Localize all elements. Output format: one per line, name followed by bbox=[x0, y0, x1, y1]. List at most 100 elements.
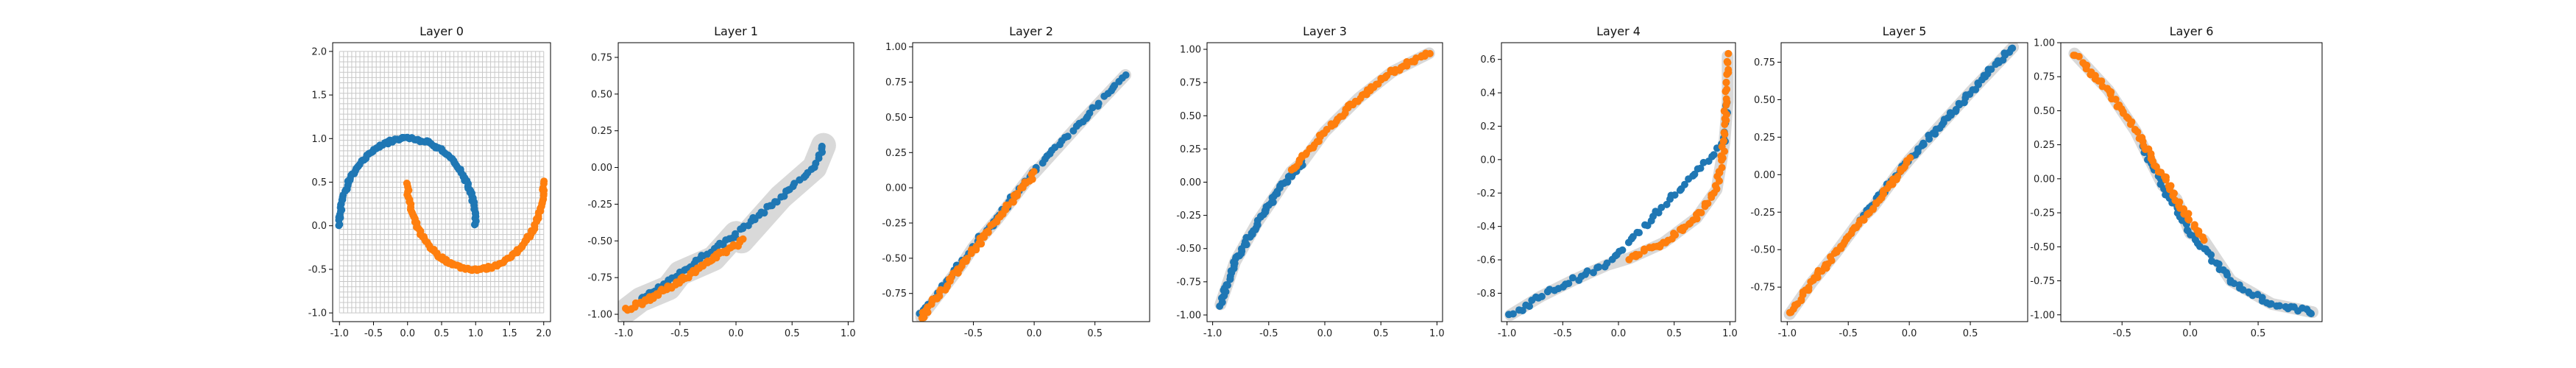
plot-area bbox=[1504, 49, 1734, 321]
series-orange bbox=[622, 235, 747, 314]
y-tick-label: 0.75 bbox=[2034, 72, 2055, 83]
data-point bbox=[1583, 267, 1591, 275]
y-tick-label: -0.5 bbox=[308, 264, 327, 275]
y-tick-label: 2.0 bbox=[311, 46, 327, 57]
data-point bbox=[773, 198, 781, 206]
data-point bbox=[1064, 132, 1072, 141]
x-tick-label: -1.0 bbox=[615, 328, 633, 339]
data-point bbox=[2112, 96, 2120, 103]
y-tick-label: 1.00 bbox=[885, 42, 907, 53]
data-point bbox=[1987, 66, 1995, 74]
y-tick-label: -0.25 bbox=[2030, 208, 2055, 219]
panel-title: Layer 4 bbox=[1596, 24, 1641, 38]
y-tick-label: -1.0 bbox=[308, 308, 327, 319]
data-point bbox=[1681, 180, 1688, 188]
x-tick-label: 0.0 bbox=[1317, 328, 1333, 339]
data-point bbox=[1671, 191, 1679, 199]
y-tick-label: -0.6 bbox=[1477, 255, 1496, 266]
plot-area bbox=[2068, 47, 2319, 319]
panel-title: Layer 3 bbox=[1303, 24, 1347, 38]
data-point bbox=[2162, 176, 2170, 184]
panel-layer-2: -0.5 0.0 0.5 -0.75 -0.50 -0.25 0.00 0.25 0.50 0.7… bbox=[882, 24, 1150, 339]
y-tick-label: -0.75 bbox=[587, 273, 612, 284]
data-point bbox=[2185, 216, 2193, 224]
y-tick-label: -0.8 bbox=[1477, 289, 1496, 300]
y-tick-label: -0.75 bbox=[1750, 283, 1775, 294]
axes-frame bbox=[912, 42, 1150, 322]
data-point bbox=[1724, 49, 1733, 57]
data-point bbox=[739, 235, 747, 243]
data-point bbox=[1718, 163, 1726, 171]
y-tick-label: -0.50 bbox=[1176, 244, 1201, 255]
x-tick-label: -0.5 bbox=[364, 328, 383, 339]
data-point bbox=[1691, 170, 1699, 178]
data-point bbox=[1094, 99, 1103, 107]
y-tick-label: -0.50 bbox=[882, 253, 907, 264]
data-point bbox=[2184, 210, 2193, 218]
x-tick-label: 0.5 bbox=[434, 328, 450, 339]
data-point bbox=[1518, 307, 1526, 314]
y-tick-label: -0.25 bbox=[1750, 208, 1775, 219]
data-point bbox=[1538, 292, 1546, 300]
y-tick-label: 0.50 bbox=[885, 113, 907, 124]
data-point bbox=[1030, 168, 1038, 176]
x-tick-label: -1.0 bbox=[330, 328, 349, 339]
panel-title: Layer 0 bbox=[420, 24, 464, 38]
y-tick-label: -0.25 bbox=[882, 219, 907, 230]
x-tick-label: -0.5 bbox=[1839, 328, 1858, 339]
plot-area bbox=[1783, 43, 2020, 320]
y-tick-label: 0.75 bbox=[885, 77, 907, 88]
data-point bbox=[1696, 164, 1705, 172]
data-point bbox=[2207, 251, 2215, 259]
x-tick-label: 0.5 bbox=[1373, 328, 1389, 339]
y-tick-label: 0.6 bbox=[1480, 54, 1496, 66]
data-point bbox=[2200, 236, 2208, 244]
data-point bbox=[1635, 251, 1643, 259]
panel-title: Layer 6 bbox=[2170, 24, 2214, 38]
panel-layer-6: -0.5 0.0 0.5 -1.00 -0.75 -0.50 -0.25 0.00 0.25 0.… bbox=[2030, 24, 2323, 339]
panel-title: Layer 5 bbox=[1883, 24, 1927, 38]
data-point bbox=[1860, 216, 1868, 224]
x-tick-label: 0.5 bbox=[785, 328, 800, 339]
data-point bbox=[1224, 281, 1231, 289]
data-point bbox=[540, 177, 548, 185]
x-tick-label: -0.5 bbox=[1554, 328, 1572, 339]
data-point bbox=[1671, 231, 1680, 239]
y-tick-label: 0.75 bbox=[1754, 57, 1775, 68]
y-tick-label: -0.2 bbox=[1477, 188, 1496, 199]
axes-frame bbox=[1780, 42, 2028, 322]
x-tick-label: -0.5 bbox=[1259, 328, 1278, 339]
x-tick-label: -1.0 bbox=[1203, 328, 1222, 339]
data-point bbox=[977, 240, 986, 248]
data-point bbox=[1657, 204, 1666, 211]
x-tick-label: 2.0 bbox=[536, 328, 551, 339]
y-tick-label: 0.25 bbox=[1754, 132, 1775, 144]
x-tick-label: 0.5 bbox=[1963, 328, 1978, 339]
series-orange bbox=[1786, 154, 1914, 316]
y-tick-label: 0.75 bbox=[591, 52, 612, 63]
y-tick-label: 0.00 bbox=[1754, 170, 1775, 181]
data-point bbox=[335, 222, 343, 230]
data-point bbox=[1894, 172, 1902, 180]
data-point bbox=[2239, 286, 2247, 294]
data-point bbox=[2223, 271, 2232, 279]
data-point bbox=[760, 209, 768, 217]
y-tick-label: 0.75 bbox=[1180, 78, 1201, 89]
y-tick-label: 1.00 bbox=[2034, 38, 2055, 49]
x-tick-label: 0.0 bbox=[1902, 328, 1917, 339]
y-tick-label: 0.25 bbox=[885, 148, 907, 159]
panel-layer-3: -1.0 -0.5 0.0 0.5 1.0 -1.00 -0.75 -0.50 -0.25 0.0… bbox=[1176, 24, 1444, 339]
data-point bbox=[1697, 209, 1705, 216]
y-tick-label: 0.00 bbox=[2034, 174, 2055, 185]
data-point bbox=[1635, 229, 1643, 237]
data-point bbox=[1919, 141, 1928, 149]
x-tick-label: 0.0 bbox=[1027, 328, 1042, 339]
data-point bbox=[1724, 66, 1733, 74]
y-tick-label: -0.25 bbox=[1176, 210, 1201, 222]
data-point bbox=[1122, 71, 1130, 79]
y-tick-label: 0.25 bbox=[2034, 140, 2055, 151]
data-point bbox=[2307, 310, 2315, 318]
data-point bbox=[732, 230, 739, 238]
data-point bbox=[1603, 259, 1611, 267]
data-point bbox=[1723, 85, 1731, 93]
